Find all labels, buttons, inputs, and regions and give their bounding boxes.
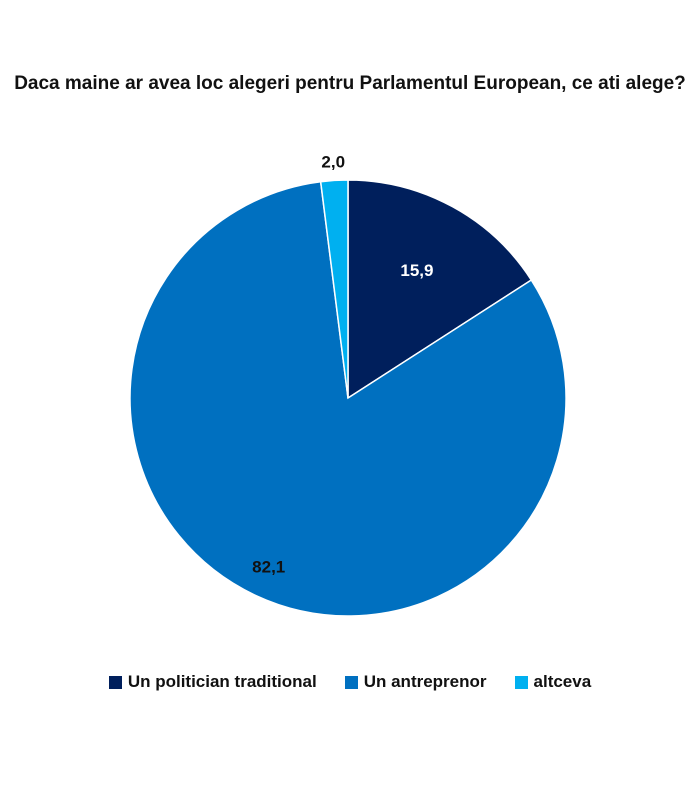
data-label-altceva: 2,0 (321, 153, 345, 172)
legend-swatch-altceva (514, 675, 528, 689)
legend-label-politician: Un politician traditional (127, 672, 317, 691)
pie-slice-altceva (319, 179, 349, 399)
legend-item-antreprenor: Un antreprenor (344, 672, 487, 692)
legend-item-politician: Un politician traditional (108, 672, 317, 692)
pie-slice-antreprenor (129, 180, 567, 617)
data-label-antreprenor: 82,1 (252, 557, 285, 576)
pie-slice-politician (347, 179, 533, 400)
legend-swatch-politician (108, 675, 122, 689)
legend-label-antreprenor: Un antreprenor (363, 672, 487, 691)
pie-chart: 15,9 82,1 2,0 (129, 153, 567, 617)
legend-item-altceva: altceva (514, 672, 592, 692)
legend-swatch-antreprenor (344, 675, 358, 689)
chart-title: Daca maine ar avea loc alegeri pentru Pa… (14, 73, 686, 94)
legend-label-altceva: altceva (533, 672, 592, 691)
chart-legend: Un politician traditional Un antreprenor… (0, 672, 700, 692)
data-label-politician: 15,9 (400, 261, 433, 280)
